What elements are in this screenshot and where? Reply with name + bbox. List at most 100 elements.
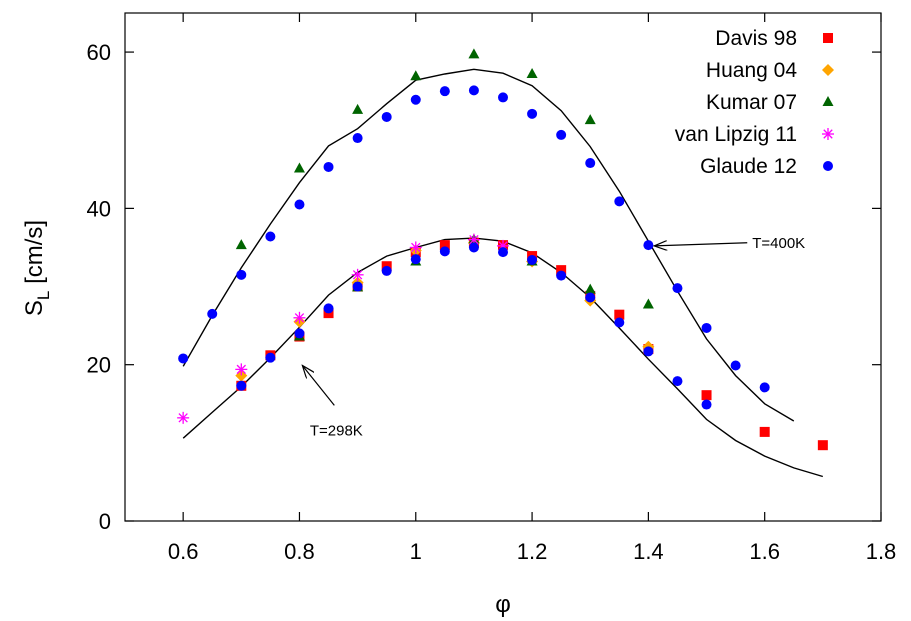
data-point [527, 108, 538, 119]
data-point [701, 390, 712, 401]
data-point [556, 129, 567, 140]
data-point [498, 247, 508, 258]
data-point [410, 94, 421, 105]
legend-marker [822, 96, 834, 106]
data-point [730, 360, 741, 371]
data-point [439, 240, 450, 251]
data-point [351, 268, 364, 281]
data-point [498, 92, 508, 103]
data-point [294, 328, 305, 339]
data-point [526, 67, 538, 78]
data-point [759, 382, 770, 393]
plot-frame [124, 12, 882, 522]
x-tick-labels: 0.6 0.8 1 1.2 1.4 1.6 1.8 [168, 539, 896, 564]
data-point [643, 346, 654, 357]
x-tick-label: 0.8 [284, 539, 315, 564]
annotation-arrow [654, 243, 748, 246]
annotation-arrow [302, 365, 335, 406]
model-line-1 [182, 237, 823, 478]
data-point [236, 380, 247, 391]
y-axis-label-unit: [cm/s] [21, 220, 48, 291]
legend-marker [823, 161, 833, 171]
data-point [642, 298, 654, 309]
data-point [759, 426, 770, 437]
data-point [352, 103, 364, 114]
data-point [177, 411, 190, 424]
data-point [585, 292, 596, 303]
y-tick-label: 60 [87, 40, 111, 65]
data-point [643, 240, 654, 251]
x-tick-label: 1.8 [866, 539, 897, 564]
legend-marker [822, 128, 834, 140]
data-point [585, 158, 596, 169]
data-point [614, 309, 625, 320]
data-point [294, 199, 305, 210]
data-point [293, 311, 306, 324]
annotation-label: T=400K [752, 235, 805, 252]
data-point [556, 265, 567, 276]
legend-entry-label: Glaude 12 [700, 155, 797, 178]
data-point [439, 86, 450, 97]
data-point [323, 303, 334, 314]
data-point [409, 241, 422, 254]
data-point [410, 254, 421, 265]
series-square [236, 237, 828, 451]
data-point [584, 114, 596, 125]
y-tick-labels: 0 20 40 60 [87, 40, 111, 534]
axis-ticks [125, 13, 882, 522]
legend-marker [823, 33, 833, 43]
y-tick-label: 0 [99, 509, 111, 534]
data-point [556, 270, 567, 281]
y-tick-label: 40 [87, 196, 111, 221]
data-point [527, 254, 538, 265]
data-point [672, 283, 683, 294]
data-point [410, 70, 422, 81]
data-point [468, 85, 479, 96]
annotations: T=400K T=298K [302, 235, 805, 439]
y-axis-label: SL [cm/s] [21, 220, 53, 316]
data-point [235, 363, 248, 376]
data-point [439, 246, 450, 257]
data-point [352, 281, 363, 292]
legend: Davis 98 Huang 04 Kumar 07 van Lipzig 11 Gla… [675, 27, 834, 178]
data-point [323, 161, 334, 172]
data-point [614, 196, 625, 207]
data-point [584, 283, 596, 294]
data-point [265, 352, 276, 363]
annotation-label: T=298K [310, 422, 363, 439]
x-tick-label: 0.6 [168, 539, 199, 564]
data-point [817, 440, 828, 451]
legend-entry-label: Kumar 07 [706, 91, 797, 114]
data-point [207, 308, 218, 319]
data-point [265, 231, 276, 242]
y-axis-label-main: S [21, 300, 48, 316]
x-tick-label: 1 [410, 539, 422, 564]
x-tick-label: 1.6 [749, 539, 780, 564]
data-point [236, 269, 247, 280]
data-point [701, 399, 712, 410]
data-point [672, 376, 683, 387]
y-tick-label: 20 [87, 353, 111, 378]
data-point [468, 242, 479, 253]
legend-entry-label: van Lipzig 11 [675, 123, 797, 146]
legend-marker [822, 64, 834, 76]
series-circle [178, 85, 770, 410]
legend-entry-label: Huang 04 [706, 59, 797, 82]
series-star [177, 233, 509, 424]
model-line-0 [182, 68, 795, 422]
y-axis-label-sub: L [34, 291, 53, 300]
data-point [701, 322, 712, 333]
data-point [381, 111, 392, 122]
data-point [178, 353, 189, 364]
data-point [352, 133, 363, 144]
data-point [381, 265, 392, 276]
x-axis-label: φ [495, 591, 511, 618]
x-tick-label: 1.2 [517, 539, 548, 564]
data-point [235, 239, 247, 250]
data-point [293, 162, 305, 173]
series-diamond [235, 236, 655, 382]
x-tick-label: 1.4 [633, 539, 664, 564]
data-point [468, 48, 480, 59]
legend-entry-label: Davis 98 [715, 27, 797, 50]
